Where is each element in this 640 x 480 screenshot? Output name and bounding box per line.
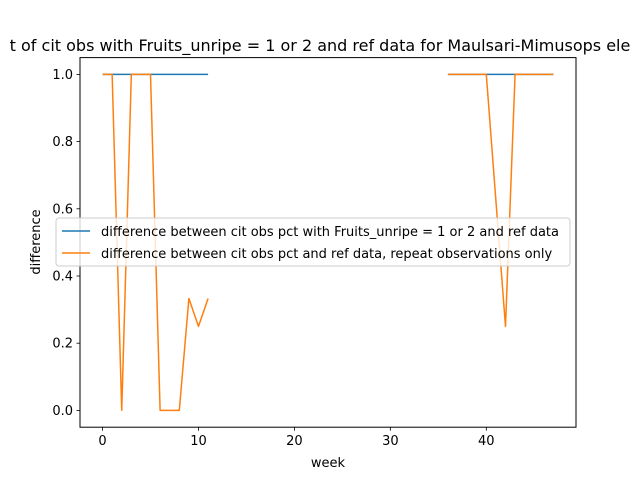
x-tick-label: 40 bbox=[478, 434, 495, 449]
y-axis-label: difference bbox=[29, 209, 44, 274]
y-tick-label: 0.8 bbox=[52, 135, 73, 150]
y-tick-label: 0.6 bbox=[52, 202, 73, 217]
series-2-line-segment-2 bbox=[447, 73, 554, 328]
legend-box bbox=[55, 217, 571, 267]
x-axis-label: week bbox=[311, 456, 346, 471]
y-axis: 0.0 0.2 0.4 0.6 0.8 1.0 bbox=[52, 68, 80, 419]
chart-title: t of cit obs with Fruits_unripe = 1 or 2… bbox=[10, 36, 631, 56]
y-tick-label: 0.0 bbox=[52, 404, 73, 419]
y-tick-label: 0.4 bbox=[52, 270, 73, 285]
x-tick-label: 10 bbox=[190, 434, 207, 449]
x-axis: 0 10 20 30 40 bbox=[98, 427, 495, 449]
y-tick-label: 0.2 bbox=[52, 337, 73, 352]
legend-label-series-1: difference between cit obs pct with Frui… bbox=[101, 225, 559, 240]
legend-label-series-2: difference between cit obs pct and ref d… bbox=[101, 247, 552, 262]
x-tick-label: 20 bbox=[286, 434, 303, 449]
x-tick-label: 0 bbox=[98, 434, 106, 449]
y-tick-label: 1.0 bbox=[52, 68, 73, 83]
legend: difference between cit obs pct with Frui… bbox=[55, 217, 571, 267]
x-tick-label: 30 bbox=[382, 434, 399, 449]
